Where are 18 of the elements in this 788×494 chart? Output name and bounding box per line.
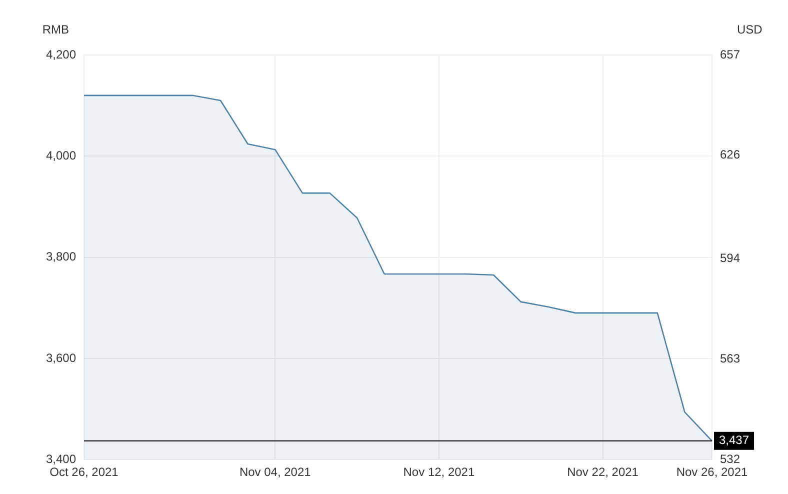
y2-tick-label: 657 bbox=[720, 47, 740, 62]
y2-tick-label: 594 bbox=[720, 251, 740, 266]
x-tick-label: Nov 12, 2021 bbox=[403, 465, 475, 480]
y-tick-label: 3,400 bbox=[46, 452, 76, 466]
y-tick-label: 3,800 bbox=[46, 250, 76, 264]
y-tick-label: 3,600 bbox=[46, 350, 76, 365]
x-tick-label: Nov 26, 2021 bbox=[676, 465, 748, 480]
x-tick-label: Nov 22, 2021 bbox=[567, 465, 639, 480]
y2-tick-label: 626 bbox=[720, 148, 740, 162]
x-tick-label: Oct 26, 2021 bbox=[50, 465, 119, 480]
x-tick-label: Nov 04, 2021 bbox=[239, 465, 312, 480]
y-tick-label: 4,200 bbox=[46, 47, 76, 62]
y2-axis-title: USD bbox=[737, 22, 763, 36]
y2-tick-label: 563 bbox=[720, 352, 740, 366]
y2-tick-label: 532 bbox=[720, 452, 740, 466]
y-axis-title: RMB bbox=[42, 22, 69, 36]
ref-line-label: 3,437 bbox=[719, 433, 750, 448]
y-tick-label: 4,000 bbox=[46, 148, 76, 162]
